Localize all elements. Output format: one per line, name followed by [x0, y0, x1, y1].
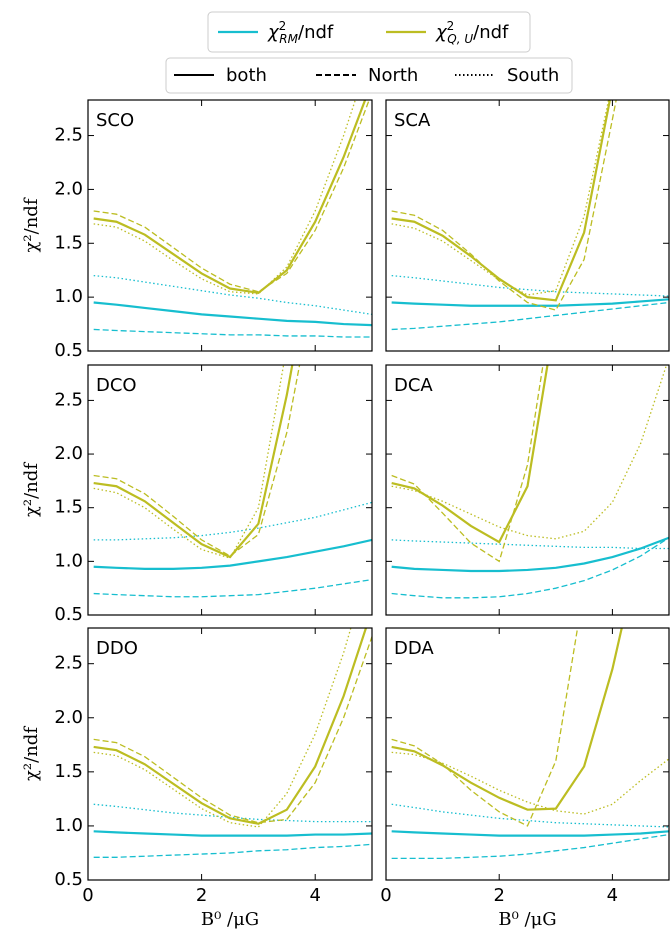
curve	[93, 636, 372, 824]
legend-sub: Q, U	[447, 32, 473, 46]
y-tick-label: 1.0	[54, 550, 83, 571]
curve	[391, 628, 579, 827]
x-axis-label: B⁰ /μG	[201, 909, 259, 930]
panel-title: DCO	[96, 375, 137, 396]
panel: SCO 0.5 1.0 1.5 2.0 2.5 χ²/ndf	[21, 99, 373, 361]
x-tick-label: 0	[380, 885, 391, 906]
y-axis-label: χ²/ndf	[21, 726, 42, 781]
curve	[93, 365, 294, 559]
legend-suffix: /ndf	[473, 22, 509, 43]
legend-suffix: /ndf	[298, 22, 334, 43]
curve	[391, 833, 669, 860]
curve	[391, 301, 669, 331]
legend-label: North	[368, 65, 418, 86]
curve	[391, 537, 669, 599]
panel-title: SCA	[394, 110, 431, 131]
panel-frame	[385, 364, 670, 616]
y-axis-label: χ²/ndf	[21, 462, 42, 517]
legend-symbol: χ	[435, 22, 448, 43]
panel-title: DCA	[394, 375, 433, 396]
panel: DCA	[385, 364, 670, 616]
x-tick-label: 0	[82, 885, 93, 906]
plot-area	[391, 628, 669, 860]
curve	[391, 536, 669, 573]
plot-area	[93, 100, 372, 338]
panel: DCO 0.5 1.0 1.5 2.0 2.5 χ²/ndf	[21, 364, 373, 625]
y-tick-label: 1.5	[54, 761, 83, 782]
curve	[93, 365, 301, 557]
x-tick-label: 2	[493, 885, 504, 906]
y-axis-label: χ²/ndf	[21, 197, 42, 252]
panel-title: DDO	[96, 638, 138, 659]
legend-sub: RM	[279, 32, 298, 46]
curve	[93, 830, 372, 837]
y-tick-label: 2.5	[54, 389, 83, 410]
curve	[391, 830, 669, 837]
curve	[93, 578, 372, 598]
plot-area	[93, 628, 372, 858]
panel-title: SCO	[96, 110, 134, 131]
legend-sup: 2	[447, 19, 455, 33]
curve	[391, 803, 669, 828]
curve	[93, 843, 372, 858]
curve	[93, 628, 352, 828]
x-tick-label: 4	[607, 885, 618, 906]
curve	[93, 628, 368, 825]
curve	[93, 100, 367, 294]
curve	[391, 100, 612, 302]
y-tick-label: 1.0	[54, 815, 83, 836]
panel: DDA 0 2 4 B⁰ /μG	[380, 627, 670, 930]
curve	[93, 365, 285, 559]
x-tick-label: 4	[309, 885, 320, 906]
curve	[391, 365, 668, 540]
y-tick-label: 2.5	[54, 653, 83, 674]
y-tick-label: 0.5	[54, 340, 83, 361]
y-tick-label: 2.5	[54, 125, 83, 146]
curve	[391, 628, 623, 811]
curve	[391, 298, 669, 307]
panel: SCA	[385, 99, 670, 352]
legend-box	[165, 57, 573, 94]
curve	[93, 100, 356, 295]
y-tick-label: 1.0	[54, 286, 83, 307]
y-tick-label: 1.5	[54, 232, 83, 253]
curve	[93, 274, 372, 316]
x-tick-label: 2	[196, 885, 207, 906]
panel-title: DDA	[394, 638, 434, 659]
y-tick-label: 0.5	[54, 604, 83, 625]
panel-frame	[87, 364, 373, 616]
panel-frame	[87, 99, 373, 352]
curve	[391, 274, 669, 297]
curve	[93, 328, 372, 338]
curve	[93, 538, 372, 570]
panel-frame	[87, 627, 373, 881]
plot-area	[93, 365, 372, 598]
legend-sup: 2	[279, 19, 287, 33]
curve	[93, 100, 370, 293]
curve	[391, 539, 669, 550]
legend-symbol: χ	[267, 22, 280, 43]
plot-area	[391, 100, 669, 331]
y-tick-label: 2.0	[54, 707, 83, 728]
panel-frame	[385, 99, 670, 352]
curve	[391, 365, 549, 544]
panel: DDO 0.5 1.0 1.5 2.0 2.5 0 2 4 χ²/ndf B⁰ /μG	[21, 627, 373, 930]
curve	[93, 501, 372, 541]
curve	[391, 100, 610, 296]
y-tick-label: 0.5	[54, 869, 83, 890]
curve	[93, 301, 372, 327]
y-tick-label: 1.5	[54, 497, 83, 518]
panel-frame	[385, 627, 670, 881]
legend-label: South	[507, 65, 559, 86]
legend-box	[207, 11, 531, 53]
y-tick-label: 2.0	[54, 443, 83, 464]
plot-area	[391, 365, 669, 599]
y-tick-label: 2.0	[54, 178, 83, 199]
legend-label: both	[226, 65, 267, 86]
curve	[391, 100, 617, 311]
legend-label: χ2 RM/ndf	[267, 19, 334, 46]
x-axis-label: B⁰ /μG	[498, 909, 556, 930]
legend-label: χ2 Q, U/ndf	[435, 19, 509, 46]
